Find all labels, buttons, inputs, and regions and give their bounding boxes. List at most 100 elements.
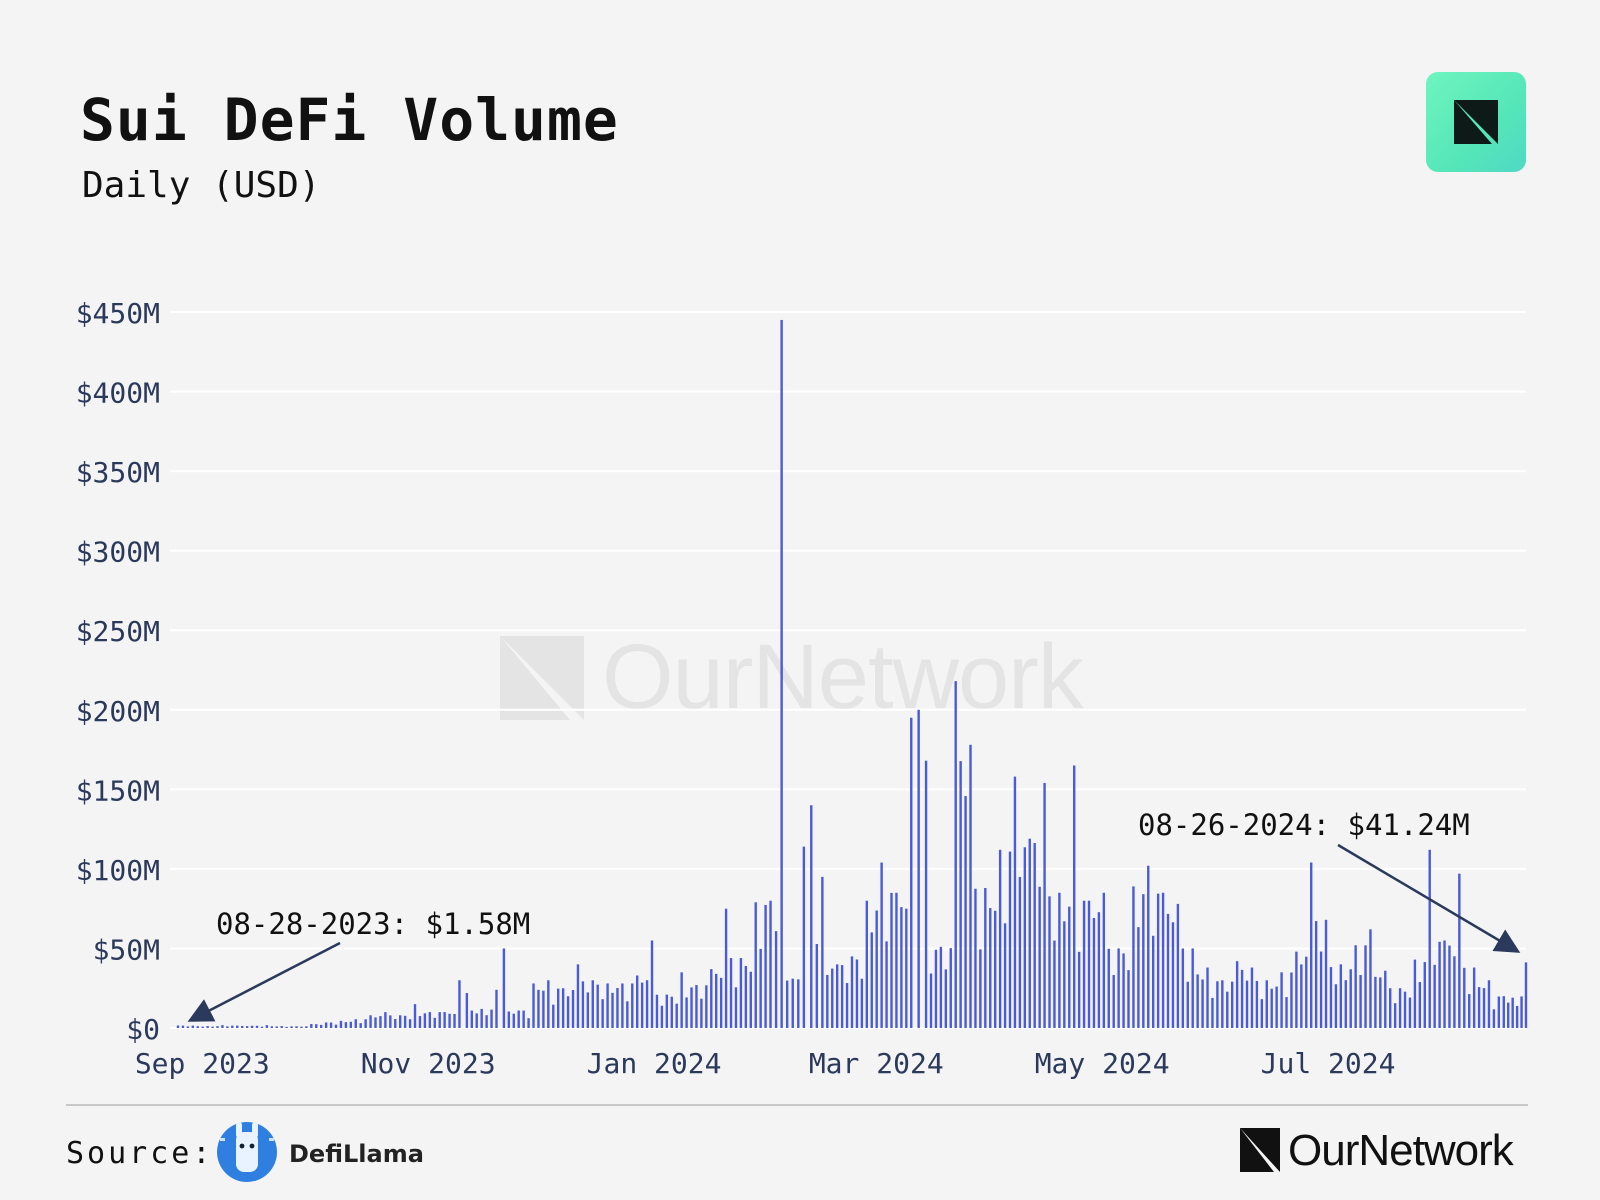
bar: [206, 1026, 209, 1028]
bar: [791, 978, 794, 1028]
bar: [944, 969, 948, 1028]
bar: [201, 1026, 204, 1028]
bar: [855, 959, 859, 1028]
bar: [1186, 981, 1189, 1028]
defillama-logo-icon: [217, 1122, 277, 1182]
bar: [719, 977, 723, 1028]
bar: [1384, 970, 1387, 1028]
bar: [448, 1013, 451, 1028]
bar: [250, 1025, 254, 1028]
watermark-logo-icon: [500, 636, 584, 720]
bar: [260, 1026, 264, 1028]
bar: [831, 968, 834, 1028]
bar: [1265, 980, 1268, 1028]
bar: [364, 1019, 367, 1028]
bar: [1250, 967, 1254, 1028]
chart-subtitle: Daily (USD): [82, 165, 321, 206]
bar: [403, 1015, 407, 1028]
bar: [1211, 997, 1214, 1028]
bar: [1511, 997, 1514, 1028]
y-tick-label: $100M: [76, 854, 160, 887]
bar: [1181, 948, 1185, 1028]
bar: [616, 988, 619, 1028]
bar: [875, 910, 878, 1028]
bar: [734, 987, 738, 1028]
bar: [1270, 988, 1273, 1028]
bar: [576, 964, 580, 1028]
bar: [621, 983, 624, 1028]
x-axis: Sep 2023 Nov 2023 Jan 2024 Mar 2024 May 2024…: [135, 1047, 1396, 1080]
bar: [934, 949, 938, 1028]
y-tick-label: $300M: [76, 536, 160, 569]
bar: [1127, 970, 1130, 1028]
bar: [845, 983, 849, 1028]
bar: [458, 980, 461, 1028]
bar: [245, 1026, 249, 1028]
bar: [1458, 873, 1461, 1028]
bar: [998, 849, 1002, 1028]
bar: [890, 892, 893, 1028]
bar: [581, 981, 585, 1028]
bar: [1191, 948, 1194, 1028]
bar: [1008, 851, 1012, 1028]
bar: [1300, 964, 1303, 1028]
bar: [1472, 967, 1476, 1028]
bar: [685, 997, 688, 1028]
bar: [1492, 1009, 1496, 1028]
bar: [522, 1010, 525, 1028]
bar: [191, 1025, 195, 1028]
bar: [547, 980, 550, 1028]
bar: [1314, 921, 1318, 1028]
ournetwork-logo-icon: [1426, 72, 1526, 172]
bar: [512, 1013, 515, 1028]
bar: [566, 996, 570, 1028]
bar: [1482, 988, 1486, 1028]
bar: [665, 994, 669, 1028]
bar: [1285, 997, 1288, 1028]
bar: [611, 992, 614, 1028]
bar: [354, 1019, 357, 1028]
bar: [265, 1025, 269, 1028]
bar: [1487, 980, 1491, 1028]
bar: [1132, 886, 1135, 1028]
bar: [1122, 953, 1125, 1028]
bar: [1295, 951, 1298, 1028]
bar: [1423, 962, 1426, 1028]
bar: [453, 1013, 456, 1028]
bar: [1226, 991, 1229, 1028]
bar: [1255, 980, 1259, 1028]
bar: [310, 1024, 313, 1028]
bar: [1156, 893, 1160, 1028]
bar: [910, 717, 913, 1028]
bar: [974, 888, 977, 1028]
annotation-label-start: 08-28-2023: $1.58M: [216, 907, 530, 941]
bar: [384, 1012, 387, 1028]
bar: [1453, 956, 1456, 1028]
bar: [989, 908, 992, 1028]
x-tick-label: Mar 2024: [809, 1047, 944, 1080]
bar: [1524, 962, 1528, 1028]
bar: [176, 1025, 180, 1028]
bar: [438, 1012, 441, 1028]
bar: [759, 948, 762, 1028]
bar: [443, 1012, 446, 1028]
x-tick-label: Nov 2023: [361, 1047, 496, 1080]
bar: [675, 1003, 678, 1028]
bar: [1142, 894, 1145, 1028]
bar: [764, 904, 767, 1028]
bar: [1290, 972, 1293, 1028]
bar: [905, 908, 908, 1028]
bar: [802, 846, 806, 1028]
bar: [369, 1015, 372, 1028]
bar: [359, 1023, 362, 1028]
bar: [428, 1012, 432, 1028]
bar: [1364, 945, 1367, 1028]
bar: [826, 975, 829, 1028]
bar: [1137, 927, 1140, 1028]
footer-brand-name: OurNetwork: [1288, 1126, 1514, 1175]
bar: [470, 1010, 473, 1028]
bar: [374, 1017, 377, 1028]
bar: [552, 1004, 555, 1028]
bar: [236, 1025, 239, 1028]
bar: [690, 987, 693, 1028]
